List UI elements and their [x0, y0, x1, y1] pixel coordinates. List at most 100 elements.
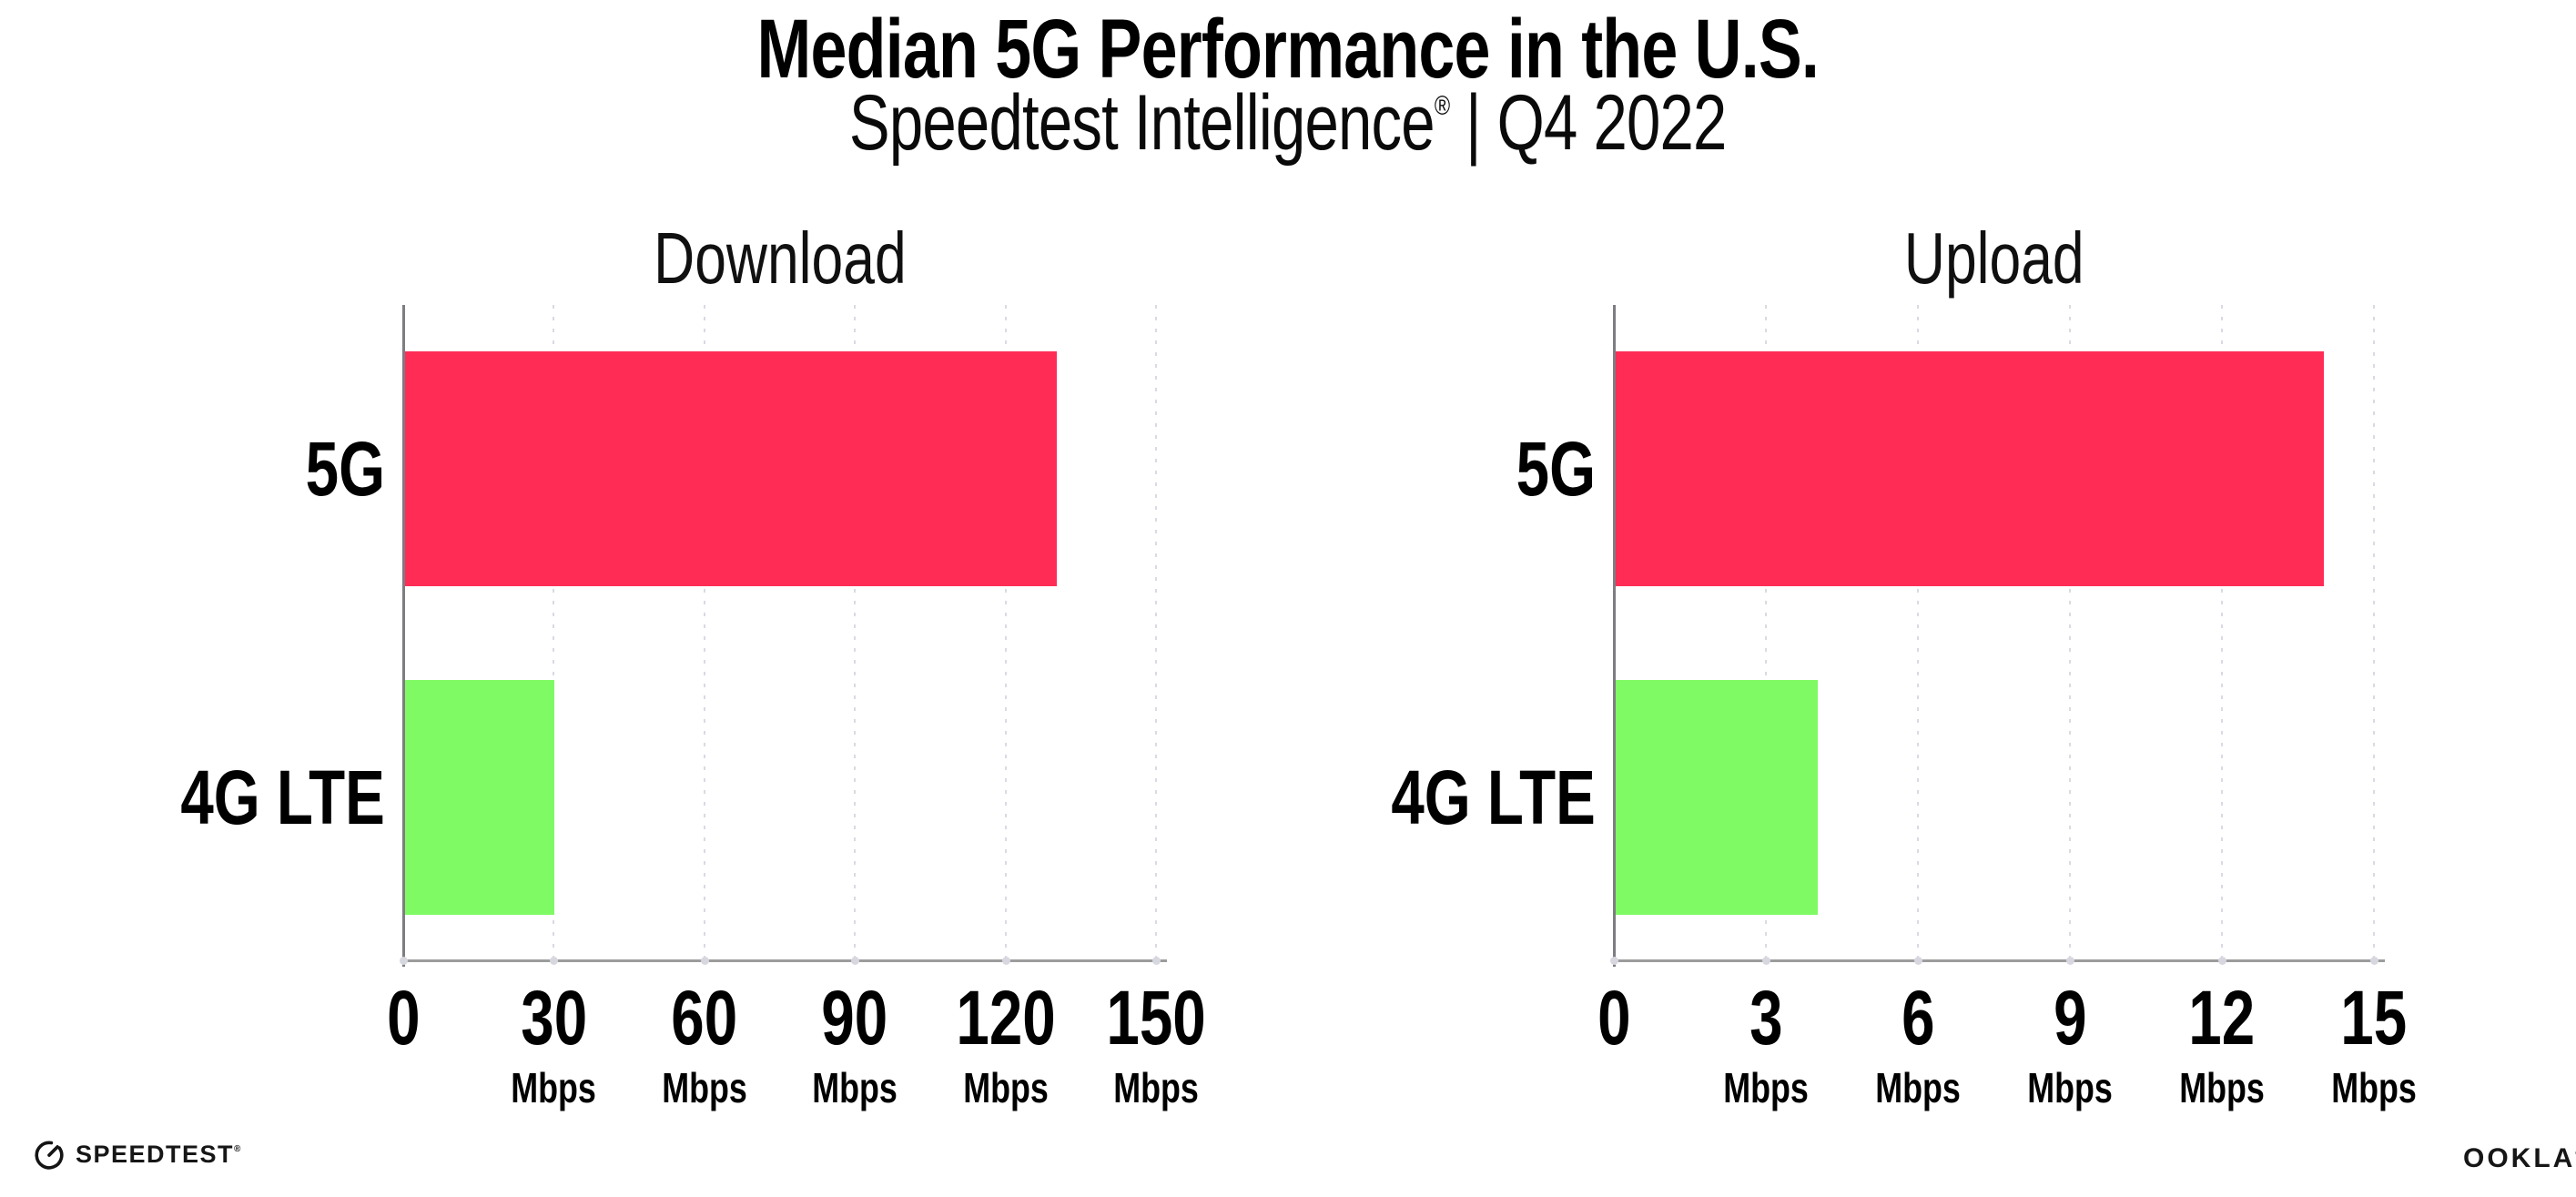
x-tick-unit-text: Mbps: [1723, 1064, 1809, 1111]
bar-5g: [1615, 351, 2325, 587]
bar-4g-lte: [1615, 679, 1818, 915]
axis-tick-dot-15: [2370, 957, 2378, 965]
x-tick-unit-text: Mbps: [661, 1064, 747, 1111]
page-title: Median 5G Performance in the U.S.: [0, 2, 2576, 97]
bar-5g: [404, 351, 1057, 587]
x-tick-label-3: 3: [1666, 979, 1866, 1056]
gridline-60: [703, 305, 705, 961]
axis-tick-dot-12: [2218, 957, 2226, 965]
download-chart-title: Download: [653, 218, 907, 299]
x-tick-unit-12: Mbps: [2122, 1067, 2322, 1109]
x-tick-unit-15: Mbps: [2274, 1067, 2474, 1109]
x-tick-label-0: 0: [1514, 979, 1714, 1056]
x-tick-value: 0: [1597, 975, 1631, 1060]
x-tick-unit-text: Mbps: [2331, 1064, 2417, 1111]
gridline-90: [854, 305, 857, 961]
category-label-5g: 5G: [1259, 428, 1596, 510]
x-tick-label-12: 12: [2122, 979, 2322, 1056]
speedtest-trademark-symbol: ®: [234, 1143, 241, 1154]
gridline-6: [1917, 305, 1919, 961]
x-tick-label-0: 0: [303, 979, 503, 1056]
subtitle-brand: Speedtest Intelligence: [849, 79, 1435, 167]
x-tick-unit-3: Mbps: [1666, 1067, 1866, 1109]
axis-tick-dot-30: [550, 957, 559, 965]
x-tick-label-60: 60: [604, 979, 805, 1056]
gridline-3: [1765, 305, 1767, 961]
page-subtitle-text: Speedtest Intelligence® | Q4 2022: [849, 78, 1727, 168]
axis-tick-dot-9: [2066, 957, 2074, 965]
category-label-5g: 5G: [48, 428, 385, 510]
x-tick-unit-text: Mbps: [2179, 1064, 2265, 1111]
x-tick-value: 6: [1901, 975, 1935, 1060]
speedtest-gauge-icon: [35, 1141, 64, 1170]
axis-tick-dot-60: [700, 957, 709, 965]
x-axis-line: [403, 959, 1167, 962]
download-chart: 5G 4G LTE 0 30 Mbps 60 Mbps 90 Mbps 120 Mbps 150 Mbp…: [181, 305, 1206, 1109]
x-tick-unit-text: Mbps: [1875, 1064, 1961, 1111]
x-tick-value: 60: [671, 975, 738, 1060]
gridline-15: [2373, 305, 2375, 961]
speedtest-logo: SPEEDTEST®: [33, 1136, 240, 1172]
axis-tick-dot-150: [1152, 957, 1161, 965]
x-tick-value: 150: [1106, 975, 1206, 1060]
x-tick-label-15: 15: [2274, 979, 2474, 1056]
x-tick-label-30: 30: [453, 979, 654, 1056]
x-tick-unit-9: Mbps: [1970, 1067, 2170, 1109]
y-axis-line: [402, 305, 405, 967]
x-tick-unit-90: Mbps: [755, 1067, 955, 1109]
x-tick-value: 0: [386, 975, 421, 1060]
axis-tick-dot-120: [1001, 957, 1010, 965]
category-label-4g-lte: 4G LTE: [1259, 756, 1596, 838]
x-tick-label-120: 120: [906, 979, 1106, 1056]
axis-tick-dot-3: [1762, 957, 1770, 965]
x-tick-label-9: 9: [1970, 979, 2170, 1056]
gridline-150: [1155, 305, 1157, 961]
registered-trademark-symbol: ®: [1435, 91, 1450, 121]
x-tick-unit-60: Mbps: [604, 1067, 805, 1109]
axis-tick-dot-0: [400, 957, 408, 965]
x-axis-line: [1614, 959, 2385, 962]
ookla-logo: OOKLA®: [2463, 1143, 2576, 1174]
x-tick-unit-text: Mbps: [962, 1064, 1049, 1111]
x-tick-unit-text: Mbps: [2027, 1064, 2113, 1111]
x-tick-unit-120: Mbps: [906, 1067, 1106, 1109]
category-label-text: 5G: [305, 426, 385, 512]
speedtest-wordmark: SPEEDTEST®: [76, 1140, 241, 1168]
x-tick-label-6: 6: [1818, 979, 2018, 1056]
x-tick-label-90: 90: [755, 979, 955, 1056]
ookla-wordmark: OOKLA: [2463, 1143, 2576, 1173]
page-subtitle: Speedtest Intelligence® | Q4 2022: [0, 78, 2576, 168]
x-tick-value: 90: [821, 975, 888, 1060]
category-label-text: 4G LTE: [180, 754, 385, 840]
x-tick-unit-text: Mbps: [511, 1064, 597, 1111]
category-label-text: 4G LTE: [1391, 754, 1596, 840]
x-tick-value: 15: [2340, 975, 2408, 1060]
gridline-30: [553, 305, 555, 961]
y-axis-line: [1613, 305, 1616, 967]
x-tick-unit-text: Mbps: [1113, 1064, 1199, 1111]
x-tick-value: 12: [2188, 975, 2256, 1060]
category-label-4g-lte: 4G LTE: [48, 756, 385, 838]
axis-tick-dot-6: [1914, 957, 1922, 965]
x-tick-label-150: 150: [1056, 979, 1256, 1056]
gridline-12: [2221, 305, 2223, 961]
axis-tick-dot-0: [1610, 957, 1618, 965]
page-title-text: Median 5G Performance in the U.S.: [756, 3, 1820, 96]
x-tick-unit-6: Mbps: [1818, 1067, 2018, 1109]
subtitle-period: | Q4 2022: [1449, 79, 1727, 167]
bar-4g-lte: [404, 679, 555, 915]
upload-chart-title: Upload: [1903, 218, 2084, 299]
gridline-120: [1004, 305, 1007, 961]
upload-chart: 5G 4G LTE 0 3 Mbps 6 Mbps 9 Mbps 12 Mbps 15 Mbps: [1392, 305, 2417, 1109]
x-tick-unit-30: Mbps: [453, 1067, 654, 1109]
x-tick-value: 9: [2053, 975, 2087, 1060]
x-tick-value: 3: [1749, 975, 1783, 1060]
x-tick-unit-150: Mbps: [1056, 1067, 1256, 1109]
gridline-9: [2069, 305, 2071, 961]
x-tick-value: 30: [520, 975, 587, 1060]
x-tick-value: 120: [955, 975, 1056, 1060]
axis-tick-dot-90: [851, 957, 860, 965]
category-label-text: 5G: [1516, 426, 1596, 512]
x-tick-unit-text: Mbps: [812, 1064, 898, 1111]
